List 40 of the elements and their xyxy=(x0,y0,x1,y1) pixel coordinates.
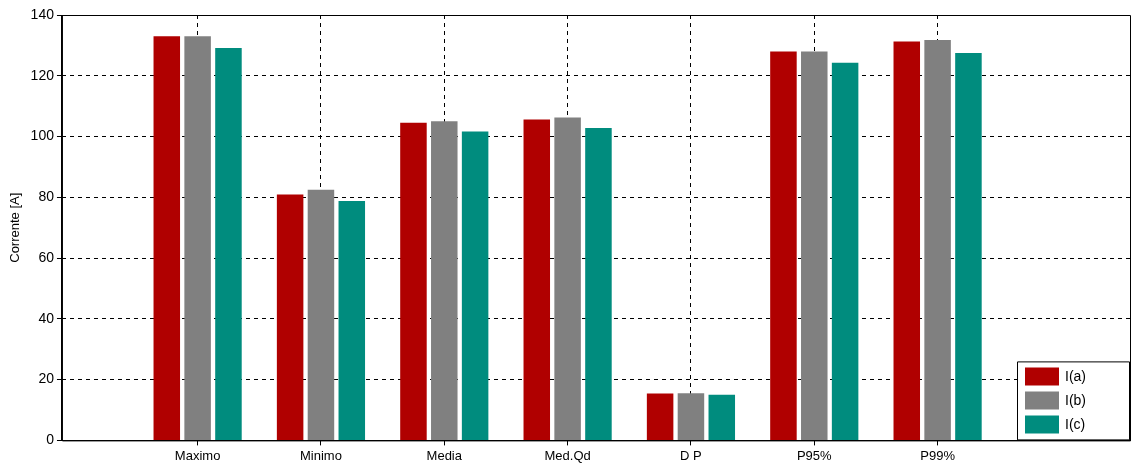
legend-label: I(b) xyxy=(1065,392,1086,409)
y-tick-label: 140 xyxy=(30,5,55,22)
bar xyxy=(276,194,304,440)
y-tick-label: 80 xyxy=(38,188,55,205)
bar xyxy=(708,394,736,440)
bar xyxy=(523,119,551,440)
y-tick-label: 20 xyxy=(38,370,55,387)
x-tick-label: Media xyxy=(426,447,463,463)
y-axis-title: Corrente [A] xyxy=(7,192,23,263)
bar xyxy=(770,51,797,440)
bar xyxy=(955,52,982,440)
bar xyxy=(431,121,458,440)
bar xyxy=(184,36,211,440)
y-tick-label: 100 xyxy=(30,127,55,144)
bar xyxy=(215,48,242,440)
y-tick-label: 60 xyxy=(38,248,55,265)
bar xyxy=(461,131,489,440)
bar xyxy=(153,36,181,440)
bar xyxy=(585,128,612,440)
bar xyxy=(400,122,427,440)
y-tick-label: 120 xyxy=(30,66,55,83)
bar xyxy=(677,393,705,440)
y-tick-label: 0 xyxy=(46,431,55,448)
bar xyxy=(307,189,335,440)
y-tick-label: 40 xyxy=(38,309,55,326)
legend-label: I(c) xyxy=(1065,416,1086,433)
bar xyxy=(801,51,828,440)
bar xyxy=(893,41,921,440)
x-tick-label: P95% xyxy=(796,447,833,463)
bar xyxy=(831,62,859,440)
legend-label: I(a) xyxy=(1065,368,1086,385)
bar xyxy=(646,393,674,440)
bar xyxy=(338,200,366,440)
x-tick-label: Minimo xyxy=(300,447,342,463)
x-tick-label: Med.Qd xyxy=(544,447,591,463)
x-tick-label: Maximo xyxy=(174,447,221,463)
bar xyxy=(554,117,581,440)
x-tick-label: D P xyxy=(680,447,702,463)
x-tick-label: P99% xyxy=(920,447,956,463)
bar xyxy=(924,39,951,440)
